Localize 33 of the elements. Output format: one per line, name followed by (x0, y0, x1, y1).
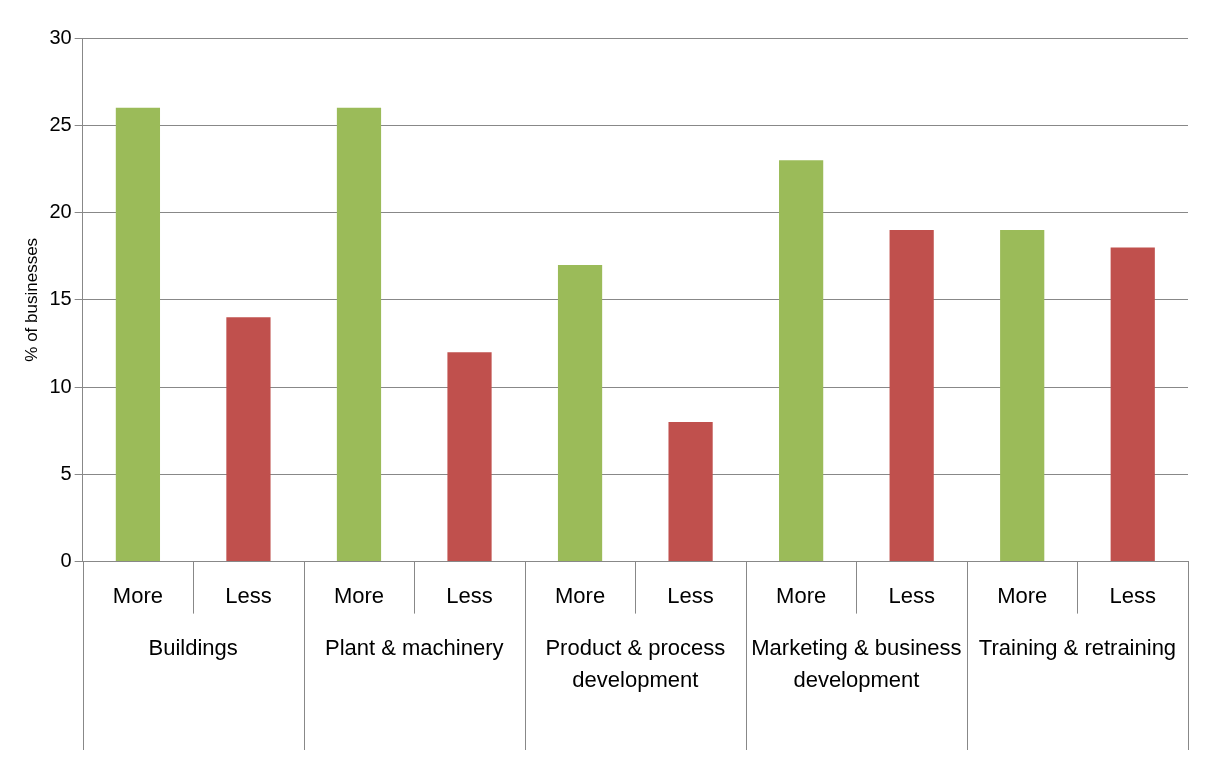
bar (115, 107, 161, 562)
x-tick-label: More (997, 582, 1048, 608)
bar (1110, 247, 1155, 562)
y-axis-title: % of businesses (21, 237, 41, 362)
x-tick-label: Less (1109, 582, 1156, 608)
bar (668, 421, 713, 562)
x-tick-label: More (776, 582, 827, 608)
text: Marketing & business development (751, 634, 962, 692)
text: Training & retraining (978, 634, 1177, 660)
y-tick-label: 10 (49, 374, 72, 397)
bar (889, 229, 934, 562)
text: Buildings (148, 634, 238, 660)
y-tick-label: 25 (49, 112, 72, 135)
x-tick-label: More (333, 582, 385, 608)
y-tick-label: 5 (60, 461, 72, 484)
bar (557, 264, 603, 562)
bar (779, 160, 824, 562)
x-tick-label: More (554, 582, 606, 608)
bar (1000, 229, 1045, 562)
bar (447, 352, 492, 562)
y-tick-label: 30 (49, 25, 72, 48)
x-tick-label: Less (667, 582, 714, 608)
bar (226, 317, 271, 562)
text: Plant & machinery (324, 634, 504, 660)
x-tick-label: Less (888, 582, 935, 608)
text: Product & process development (545, 634, 726, 692)
x-tick-label: Less (446, 582, 493, 608)
x-tick-label: More (112, 582, 163, 608)
y-tick-label: 15 (49, 287, 72, 310)
y-tick-label: 20 (49, 200, 72, 223)
x-tick-label: Less (225, 582, 272, 608)
y-tick-label: 0 (60, 549, 72, 572)
bar (336, 107, 382, 562)
